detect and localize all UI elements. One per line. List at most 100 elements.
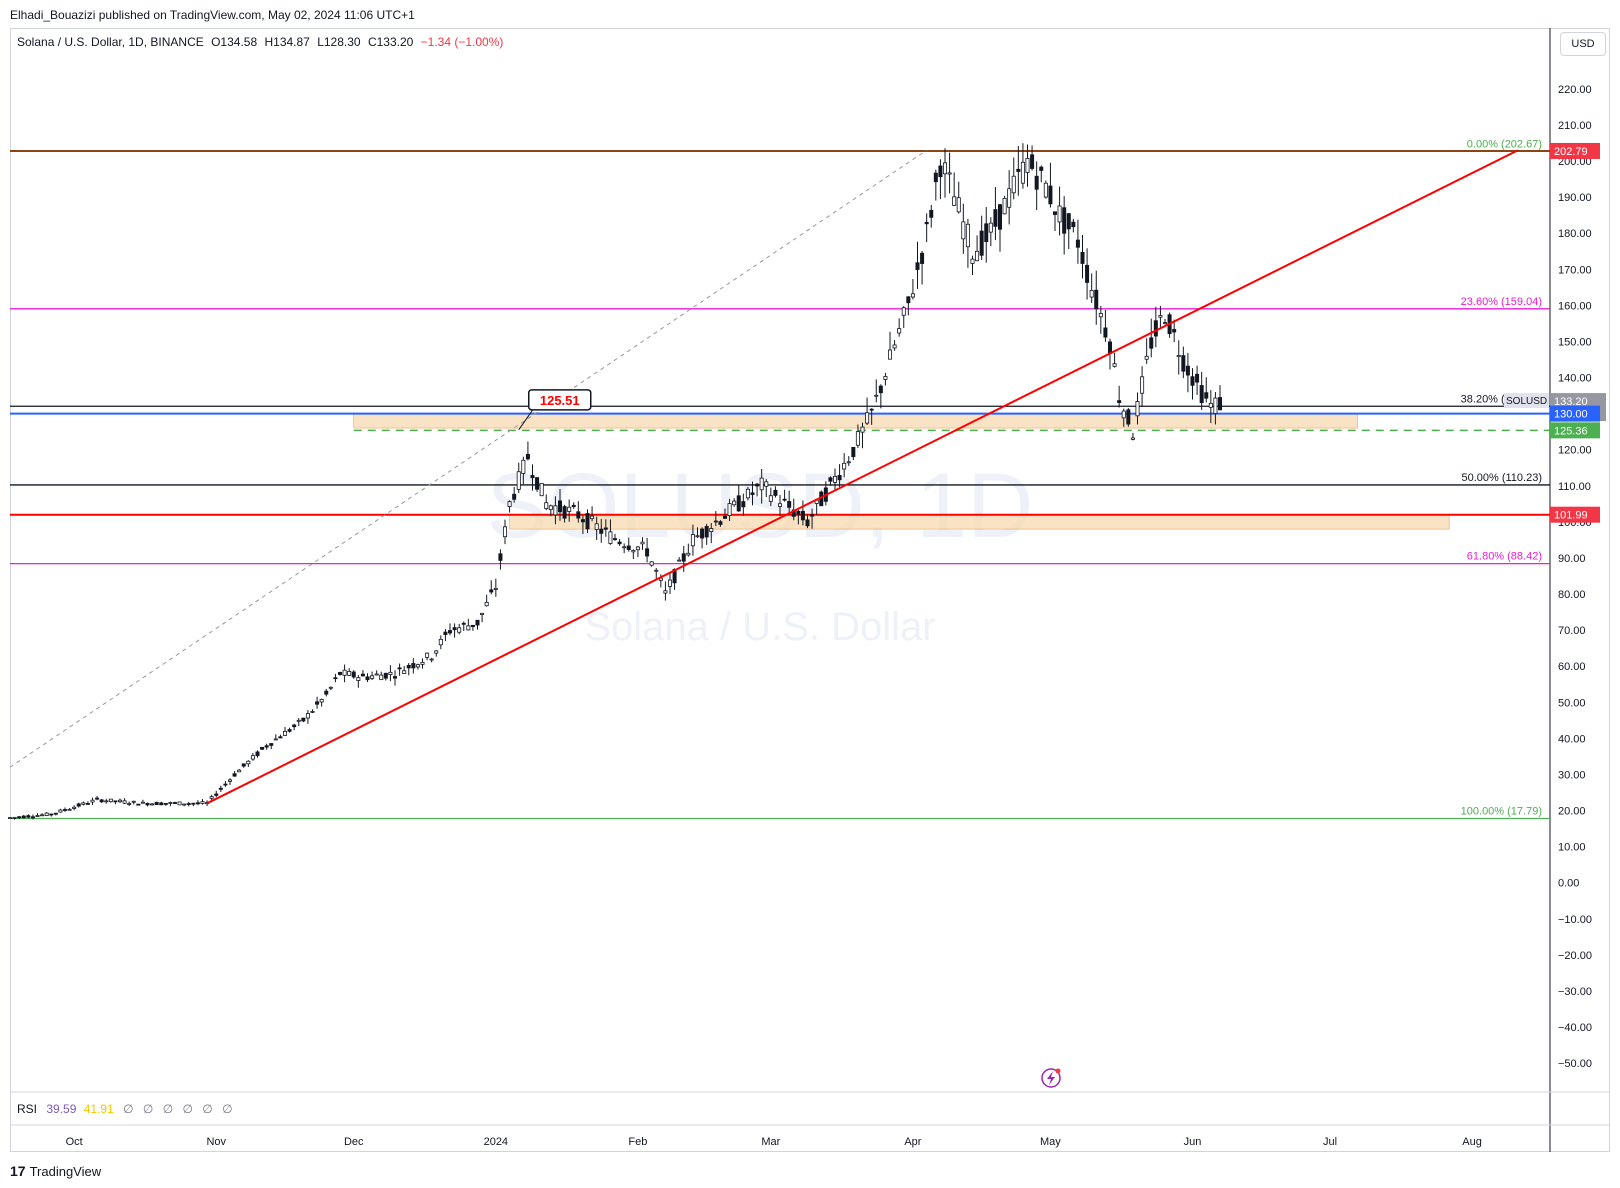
- y-tick-label: 70.00: [1558, 625, 1586, 637]
- rsi-null-mark: ∅: [202, 1102, 213, 1116]
- candle-body: [759, 477, 764, 491]
- candle-body: [1052, 211, 1058, 215]
- candle-body: [667, 579, 673, 587]
- candle-body: [1153, 320, 1158, 337]
- candle-body: [1185, 365, 1190, 376]
- candle-body: [333, 677, 338, 680]
- candle-body: [140, 801, 145, 804]
- candle-body: [7, 817, 13, 819]
- candle-body: [507, 501, 512, 507]
- candle-body: [305, 713, 310, 719]
- y-tick-label: 210.00: [1558, 120, 1592, 132]
- y-tick-label: 60.00: [1558, 661, 1586, 673]
- candle-body: [191, 802, 196, 805]
- currency-button[interactable]: USD: [1560, 32, 1606, 56]
- price-tag-label: 133.20: [1554, 396, 1588, 408]
- candle-body: [1048, 185, 1053, 205]
- candle-body: [512, 493, 517, 500]
- candle-body: [1199, 385, 1204, 404]
- rsi-null-mark: ∅: [222, 1102, 233, 1116]
- lightning-icon-dot: [1055, 1068, 1061, 1074]
- candle-body: [677, 559, 682, 562]
- lightning-icon: [1041, 1068, 1061, 1088]
- y-tick-label: 50.00: [1558, 697, 1586, 709]
- candle-body: [117, 799, 123, 803]
- candle-body: [874, 394, 879, 397]
- candle-body: [1043, 182, 1048, 198]
- candle-body: [1066, 213, 1071, 230]
- price-tag-label: 202.79: [1554, 146, 1588, 158]
- candle-body: [1011, 175, 1016, 194]
- candle-body: [420, 661, 425, 665]
- candle-body: [328, 686, 333, 689]
- fib-anchor-line: [9, 149, 927, 768]
- candle-body: [402, 670, 407, 674]
- publisher-line: Elhadi_Bouazizi published on TradingView…: [10, 8, 415, 22]
- ohlc-open: O134.58: [211, 35, 258, 49]
- candle-body: [741, 501, 746, 508]
- candle-body: [480, 612, 485, 615]
- candle-body: [544, 502, 549, 509]
- candle-body: [635, 546, 640, 551]
- candle-body: [938, 165, 943, 178]
- candle-body: [599, 528, 604, 534]
- candle-body: [1002, 197, 1007, 215]
- y-tick-label: 190.00: [1558, 192, 1592, 204]
- ticker-tag-bg: [1504, 393, 1549, 409]
- y-tick-label: 160.00: [1558, 300, 1592, 312]
- ticker-tag-label: SOLUSD: [1506, 396, 1547, 407]
- candle-body: [104, 800, 109, 803]
- support-zone: [353, 413, 1358, 429]
- candle-body: [649, 561, 654, 566]
- y-tick-label: 20.00: [1558, 806, 1586, 818]
- x-tick-label: May: [1040, 1136, 1061, 1148]
- candle-body: [865, 412, 870, 424]
- candle-body: [76, 803, 81, 807]
- rsi-legend: RSI 39.59 41.91 ∅ ∅ ∅ ∅ ∅ ∅: [17, 1102, 233, 1116]
- watermark-ticker: SOLUSD, 1D: [486, 455, 1033, 557]
- candle-body: [521, 459, 526, 474]
- price-tag-bg: [1550, 142, 1600, 159]
- candle-body: [434, 650, 439, 654]
- candle-body: [1149, 337, 1154, 349]
- candle-body: [150, 803, 155, 806]
- candle-body: [172, 802, 178, 804]
- candle-body: [1039, 166, 1044, 171]
- y-tick-label: 200.00: [1558, 156, 1592, 168]
- candle-body: [425, 652, 430, 658]
- candle-body: [379, 674, 384, 681]
- candle-body: [851, 446, 856, 458]
- candle-body: [195, 802, 200, 805]
- candle-body: [860, 426, 865, 433]
- x-tick-label: Oct: [66, 1136, 83, 1148]
- candle-body: [906, 296, 911, 304]
- candle-body: [1094, 289, 1099, 310]
- candle-body: [159, 802, 164, 806]
- y-tick-label: 40.00: [1558, 733, 1586, 745]
- candle-body: [255, 751, 260, 757]
- price-tag-bg: [1550, 506, 1600, 523]
- candle-body: [640, 541, 645, 545]
- candle-body: [1089, 290, 1094, 298]
- candle-body: [168, 802, 173, 804]
- candle-body: [246, 760, 251, 765]
- candle-body: [1213, 397, 1218, 414]
- candle-body: [837, 475, 842, 481]
- rsi-null-mark: ∅: [162, 1102, 174, 1116]
- candle-body: [535, 477, 540, 490]
- tradingview-logo[interactable]: 17 TradingView: [10, 1163, 101, 1179]
- candle-body: [1071, 221, 1076, 228]
- candle-body: [855, 431, 860, 446]
- candle-body: [44, 812, 49, 816]
- price-tag-bg: [1550, 422, 1600, 439]
- fib-label: 100.00% (17.79): [1461, 806, 1542, 818]
- candle-body: [1172, 329, 1177, 333]
- candle-body: [1020, 161, 1025, 184]
- price-tag-label: 125.36: [1554, 425, 1588, 437]
- candle-body: [67, 808, 72, 811]
- rsi-null-mark: ∅: [123, 1102, 134, 1116]
- candle-body: [443, 631, 448, 635]
- y-tick-label: −30.00: [1558, 986, 1592, 998]
- candle-body: [264, 745, 269, 748]
